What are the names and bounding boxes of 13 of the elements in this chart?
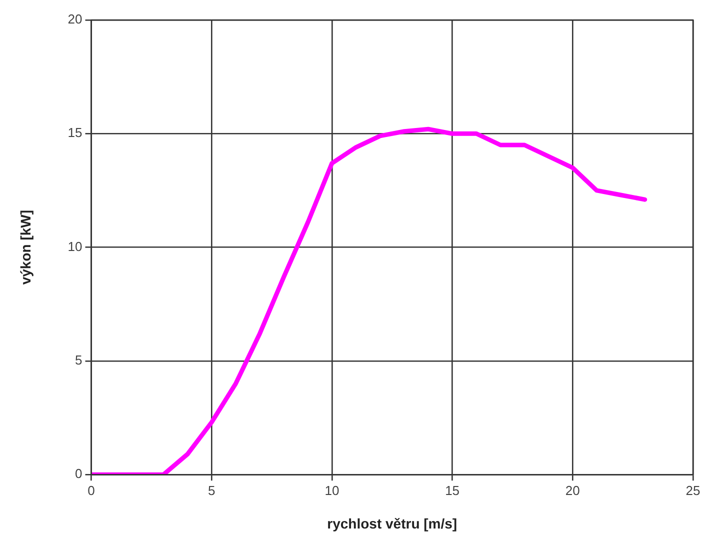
- x-tick-label: 0: [88, 482, 95, 498]
- x-tick-label: 5: [208, 482, 216, 498]
- y-tick-label: 20: [68, 12, 82, 27]
- y-tick-label: 10: [68, 238, 82, 254]
- x-tick-label: 15: [445, 482, 460, 498]
- y-tick-label: 15: [68, 125, 82, 140]
- y-tick-label: 5: [75, 352, 82, 368]
- x-axis-title: rychlost větru [m/s]: [327, 515, 458, 532]
- x-tick-label: 10: [324, 482, 340, 498]
- y-axis-title: výkon [kW]: [17, 210, 34, 285]
- x-tick-label: 20: [565, 482, 580, 498]
- y-tick-label: 0: [75, 466, 82, 482]
- x-tick-label: 25: [686, 482, 700, 498]
